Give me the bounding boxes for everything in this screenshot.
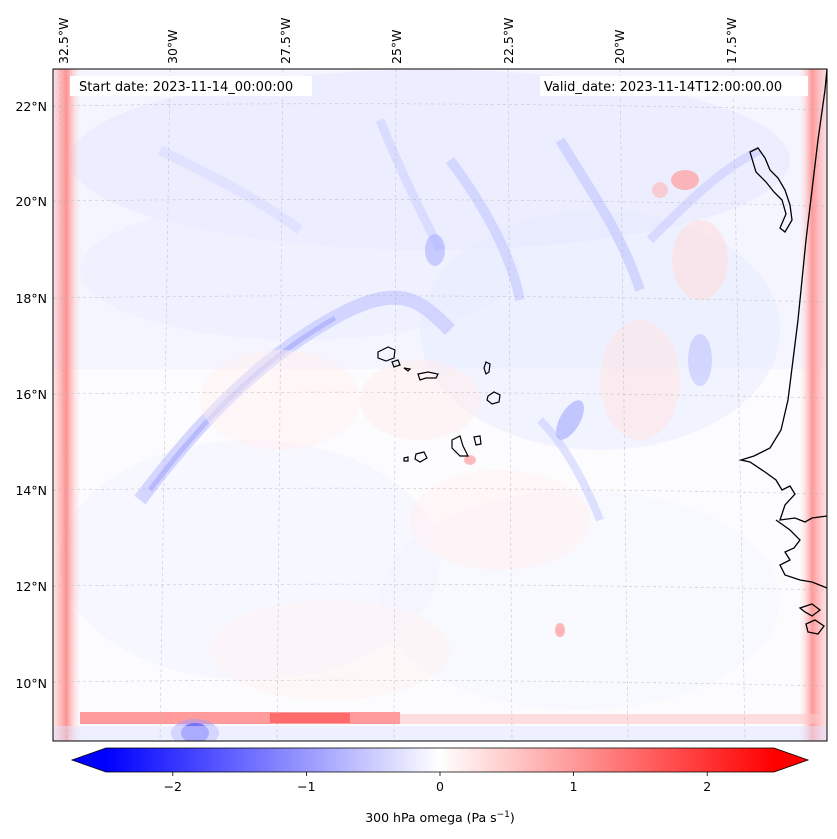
- latitude-labels: 22°N 20°N 18°N 16°N 14°N 12°N 10°N: [15, 99, 47, 691]
- lon-label-32-5w: 32.5°W: [56, 18, 71, 64]
- african-coast: [738, 68, 828, 523]
- longitude-labels: 32.5°W 30°W 27.5°W 25°W 22.5°W 20°W 17.5…: [56, 18, 739, 64]
- santa-luzia: [403, 367, 412, 372]
- lon-label-22-5w: 22.5°W: [501, 18, 516, 64]
- map-frame: [52, 68, 828, 742]
- maio: [473, 435, 482, 446]
- colorbar-tick-label: −1: [297, 779, 315, 794]
- gridlines: [52, 68, 828, 742]
- lat-label-14n: 14°N: [15, 483, 47, 498]
- colorbar-outline: [70, 747, 810, 773]
- lon-label-25w: 25°W: [389, 29, 404, 64]
- info-labels: Start date: 2023-11-14_00:00:00 Valid_da…: [70, 76, 808, 96]
- map-panel: Start date: 2023-11-14_00:00:00 Valid_da…: [52, 68, 828, 742]
- valid-date-label: Valid_date: 2023-11-14T12:00:00.00: [544, 80, 782, 95]
- colorbar: −2 −1 0 1 2 300 hPa omega (Pa s−1): [70, 747, 810, 825]
- lon-label-17-5w: 17.5°W: [724, 18, 739, 64]
- lon-label-30w: 30°W: [165, 29, 180, 64]
- lat-label-18n: 18°N: [15, 291, 47, 306]
- lon-label-20w: 20°W: [612, 29, 627, 64]
- colorbar-label-main: 300 hPa omega (Pa s: [365, 810, 496, 825]
- omega-field: [53, 69, 827, 741]
- start-date-label: Start date: 2023-11-14_00:00:00: [79, 80, 293, 95]
- lat-label-22n: 22°N: [15, 99, 47, 114]
- colorbar-tick-label: 1: [570, 779, 578, 794]
- santiago: [451, 435, 469, 457]
- colorbar-extend-high: [774, 748, 808, 772]
- lat-label-20n: 20°N: [15, 194, 47, 209]
- boa-vista: [486, 391, 501, 405]
- colorbar-tick-label: −2: [164, 779, 182, 794]
- colorbar-label-close: ): [510, 810, 515, 825]
- colorbar-label: 300 hPa omega (Pa s−1): [365, 810, 515, 825]
- fogo: [414, 451, 428, 463]
- colorbar-ticks: −2 −1 0 1 2: [164, 772, 711, 794]
- lat-label-16n: 16°N: [15, 387, 47, 402]
- lat-label-10n: 10°N: [15, 676, 47, 691]
- colorbar-label-exponent: −1: [497, 810, 510, 820]
- colorbar-tick-label: 2: [703, 779, 711, 794]
- sao-vicente: [391, 359, 401, 368]
- sao-nicolau: [417, 371, 439, 381]
- start-date-box: [70, 76, 312, 96]
- sal: [483, 361, 491, 375]
- brava: [403, 456, 409, 462]
- colorbar-extend-low: [72, 748, 106, 772]
- cape-verde-islands: [377, 346, 501, 463]
- lon-label-27-5w: 27.5°W: [278, 18, 293, 64]
- coastline: [738, 68, 828, 635]
- santo-antao: [377, 346, 396, 362]
- colorbar-gradient: [106, 748, 774, 772]
- valid-date-box: [540, 76, 808, 96]
- lat-label-12n: 12°N: [15, 579, 47, 594]
- colorbar-tick-label: 0: [436, 779, 444, 794]
